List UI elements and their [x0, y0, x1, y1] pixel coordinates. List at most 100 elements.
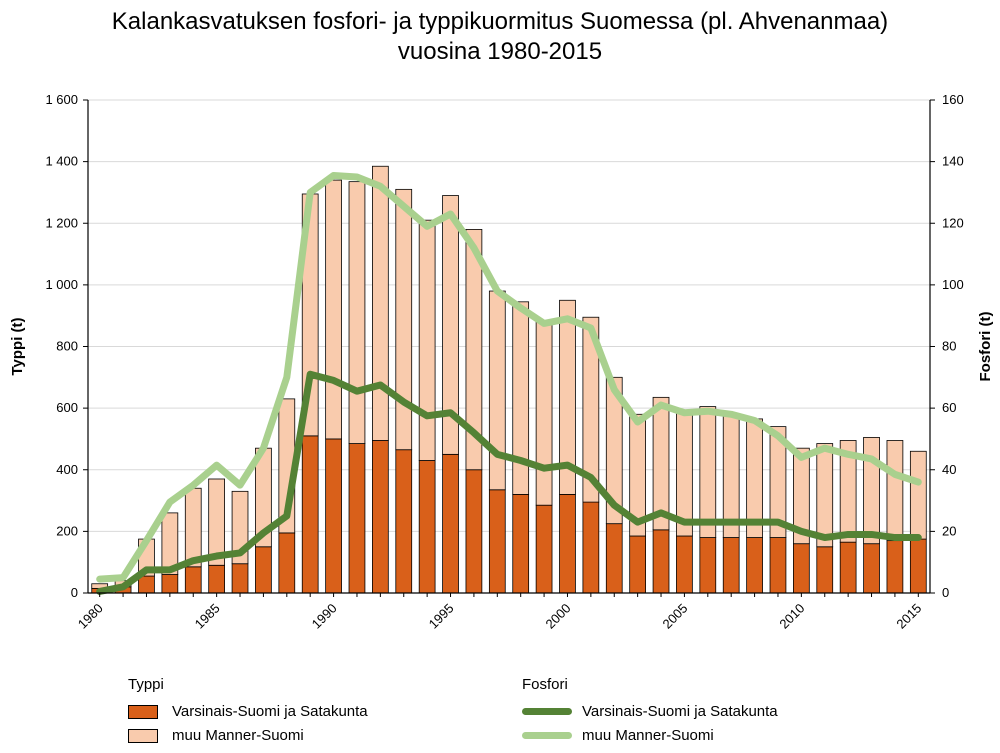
bar-varsinais-suomi — [512, 493, 530, 594]
bar-varsinais-suomi — [605, 523, 623, 594]
x-tick-label: 1985 — [192, 601, 223, 632]
bar-muu-manner-suomi — [699, 406, 717, 538]
y-left-tick-label: 1 600 — [45, 92, 78, 107]
bar-muu-manner-suomi — [769, 426, 787, 538]
legend-swatch-dark-green — [522, 708, 572, 715]
bar-varsinais-suomi — [746, 537, 763, 594]
legend-item-line-varsinais: Varsinais-Suomi ja Satakunta — [522, 703, 778, 720]
x-tick-label: 1990 — [309, 601, 340, 632]
y-left-tick-label: 400 — [56, 462, 78, 477]
bar-varsinais-suomi — [722, 537, 740, 594]
bar-varsinais-suomi — [231, 563, 249, 594]
legend-item-bar-varsinais: Varsinais-Suomi ja Satakunta — [128, 703, 368, 720]
line-fosfori-muu-manner-suomi — [96, 171, 922, 583]
bar-varsinais-suomi — [629, 535, 646, 594]
y-right-tick-label: 140 — [942, 154, 964, 169]
y-right-tick-label: 60 — [942, 400, 956, 415]
legend-label: Varsinais-Suomi ja Satakunta — [582, 703, 778, 720]
legend-label: muu Manner-Suomi — [582, 727, 714, 744]
bar-muu-manner-suomi — [325, 179, 342, 440]
bar-muu-manner-suomi — [605, 376, 623, 525]
bar-muu-manner-suomi — [559, 299, 576, 495]
bar-varsinais-suomi — [442, 453, 459, 594]
bar-varsinais-suomi — [652, 529, 670, 594]
bar-muu-manner-suomi — [161, 512, 179, 575]
y-left-tick-label: 0 — [71, 585, 78, 600]
bar-muu-manner-suomi — [418, 219, 436, 461]
chart-plot: 0 0 200 20 400 40 600 60 800 80 1 000 100 1 200 120 1 … — [9, 92, 994, 632]
y-right-tick-label: 100 — [942, 277, 964, 292]
legend-item-bar-muu: muu Manner-Suomi — [128, 727, 304, 744]
bar-muu-manner-suomi — [582, 316, 600, 503]
x-tick-label: 1980 — [75, 601, 106, 632]
y-right-tick-label: 40 — [942, 462, 956, 477]
legend-heading-typpi: Typpi — [128, 676, 164, 693]
bar-muu-manner-suomi — [465, 229, 483, 471]
legend-label: muu Manner-Suomi — [172, 727, 304, 744]
y-right-tick-label: 80 — [942, 339, 956, 354]
bar-varsinais-suomi — [676, 535, 693, 594]
bar-varsinais-suomi — [278, 532, 296, 594]
bar-varsinais-suomi — [465, 469, 483, 594]
bar-varsinais-suomi — [863, 543, 880, 594]
bar-muu-manner-suomi — [886, 440, 904, 542]
bar-muu-manner-suomi — [863, 436, 880, 545]
y-right-tick-label: 0 — [942, 585, 949, 600]
y-right-tick-label: 20 — [942, 523, 956, 538]
line-fosfori-varsinais-suomi — [96, 370, 922, 595]
bar-varsinais-suomi — [839, 541, 857, 594]
chart-title-line1: Kalankasvatuksen fosfori- ja typpikuormi… — [111, 8, 889, 35]
y-left-axis-title: Typpi (t) — [9, 317, 26, 375]
legend-item-line-muu: muu Manner-Suomi — [522, 727, 714, 744]
bar-varsinais-suomi — [301, 435, 319, 594]
bar-muu-manner-suomi — [652, 396, 670, 531]
y-left-tick-label: 1 200 — [45, 215, 78, 230]
bar-varsinais-suomi — [418, 460, 436, 594]
bar-varsinais-suomi — [184, 566, 202, 594]
bar-varsinais-suomi — [793, 543, 810, 594]
y-right-axis-title: Fosfori (t) — [977, 312, 994, 382]
y-right-tick-label: 160 — [942, 92, 964, 107]
legend-swatch-light-orange — [128, 728, 158, 743]
bar-muu-manner-suomi — [535, 321, 553, 506]
bar-varsinais-suomi — [816, 546, 834, 594]
y-left-tick-label: 600 — [56, 400, 78, 415]
bar-muu-manner-suomi — [372, 165, 389, 441]
bar-varsinais-suomi — [325, 438, 342, 594]
legend-swatch-light-green — [522, 732, 572, 739]
bar-varsinais-suomi — [699, 537, 717, 594]
x-tick-label: 2005 — [659, 601, 690, 632]
bar-muu-manner-suomi — [909, 450, 927, 540]
bar-varsinais-suomi — [769, 537, 787, 594]
bar-muu-manner-suomi — [793, 447, 810, 545]
bar-varsinais-suomi — [372, 440, 389, 594]
bar-varsinais-suomi — [535, 504, 553, 594]
y-right-tick-label: 120 — [942, 215, 964, 230]
bar-varsinais-suomi — [161, 574, 179, 594]
y-left-tick-label: 200 — [56, 523, 78, 538]
y-left-tick-label: 1 400 — [45, 154, 78, 169]
bar-muu-manner-suomi — [816, 443, 834, 548]
legend-label: Varsinais-Suomi ja Satakunta — [172, 703, 368, 720]
bar-muu-manner-suomi — [348, 181, 366, 444]
bar-muu-manner-suomi — [442, 195, 459, 455]
chart-title-line2: vuosina 1980-2015 — [397, 38, 603, 65]
x-tick-label: 2015 — [893, 601, 924, 632]
bar-varsinais-suomi — [488, 489, 506, 594]
bar-varsinais-suomi — [255, 546, 272, 594]
bar-varsinais-suomi — [208, 564, 225, 594]
bar-varsinais-suomi — [559, 493, 576, 594]
bar-muu-manner-suomi — [512, 301, 530, 495]
bar-muu-manner-suomi — [184, 487, 202, 568]
bar-varsinais-suomi — [886, 540, 904, 594]
y-left-tick-label: 1 000 — [45, 277, 78, 292]
x-tick-label: 2000 — [543, 601, 574, 632]
bar-varsinais-suomi — [138, 575, 155, 594]
bar-varsinais-suomi — [909, 538, 927, 594]
bar-muu-manner-suomi — [208, 478, 225, 566]
bar-varsinais-suomi — [348, 443, 366, 594]
bar-muu-manner-suomi — [629, 413, 646, 537]
legend-swatch-dark-orange — [128, 704, 158, 719]
bar-muu-manner-suomi — [395, 188, 413, 451]
bar-muu-manner-suomi — [839, 440, 857, 543]
